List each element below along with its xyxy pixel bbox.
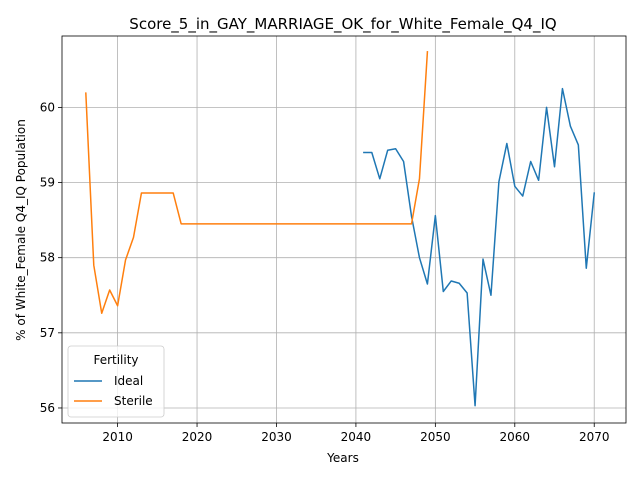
y-tick-label: 59	[40, 176, 55, 190]
x-tick-label: 2010	[102, 430, 133, 444]
y-axis-label: % of White_Female Q4_IQ Population	[14, 119, 28, 341]
x-tick-label: 2070	[579, 430, 610, 444]
x-tick-label: 2040	[341, 430, 372, 444]
series-lines	[85, 50, 596, 407]
y-tick-label: 57	[40, 326, 55, 340]
legend: Fertility Ideal Sterile	[67, 345, 165, 418]
series-line-sterile	[85, 50, 429, 315]
chart-title: Score_5_in_GAY_MARRIAGE_OK_for_White_Fem…	[129, 15, 556, 34]
legend-label-sterile: Sterile	[114, 394, 153, 408]
legend-label-ideal: Ideal	[114, 374, 143, 388]
y-tick-label: 56	[40, 401, 55, 415]
series-line-ideal	[363, 87, 596, 407]
y-axis-ticks: 56 57 58 59 60	[40, 100, 62, 415]
legend-box	[67, 345, 165, 418]
x-tick-label: 2030	[261, 430, 292, 444]
y-tick-label: 58	[40, 251, 55, 265]
x-tick-label: 2060	[500, 430, 531, 444]
x-tick-label: 2050	[420, 430, 451, 444]
y-tick-label: 60	[40, 100, 55, 114]
x-tick-label: 2020	[182, 430, 213, 444]
x-axis-ticks: 2010 2020 2030 2040 2050 2060 2070	[102, 423, 609, 444]
legend-title: Fertility	[93, 353, 138, 367]
plot-frame	[61, 35, 627, 424]
x-axis-label: Years	[326, 451, 359, 465]
